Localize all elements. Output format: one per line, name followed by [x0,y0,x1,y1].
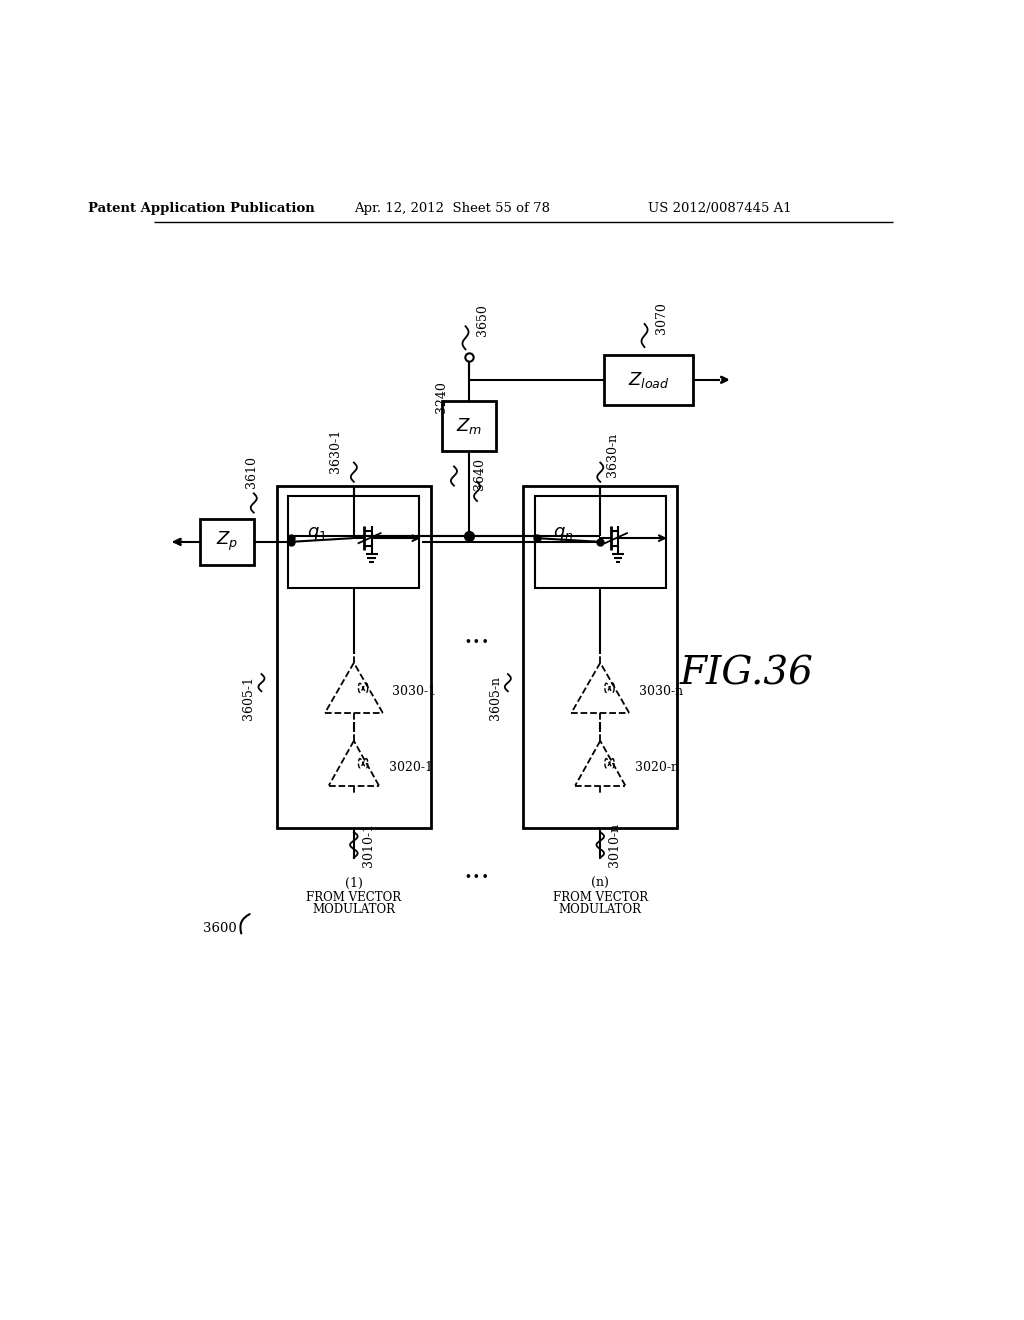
Text: FROM VECTOR: FROM VECTOR [553,891,648,904]
Text: FIG.36: FIG.36 [680,656,813,693]
Text: $q_1$: $q_1$ [307,525,328,544]
Text: $Z_m$: $Z_m$ [457,416,482,436]
Text: MODULATOR: MODULATOR [559,903,642,916]
Text: 3020-1: 3020-1 [388,760,432,774]
Text: (1): (1) [345,878,362,890]
Text: US 2012/0087445 A1: US 2012/0087445 A1 [648,202,792,215]
Text: ···: ··· [464,630,490,657]
Bar [523,486,677,829]
Text: 3010-n: 3010-n [608,824,621,867]
Text: 3640: 3640 [473,458,486,490]
Bar [442,401,497,451]
Bar [289,496,419,589]
Text: 3070: 3070 [654,302,668,334]
Text: $Z_{load}$: $Z_{load}$ [628,370,670,389]
Text: 3630-1: 3630-1 [330,429,342,473]
Bar [604,355,692,405]
Text: 3240: 3240 [435,381,447,413]
Bar [535,496,666,589]
Text: 3650: 3650 [475,304,488,337]
Text: 3605-n: 3605-n [488,676,502,721]
Bar [276,486,431,829]
Text: 3610: 3610 [245,455,258,488]
Text: MODULATOR: MODULATOR [312,903,395,916]
Text: (n): (n) [591,878,609,890]
Text: $q_n$: $q_n$ [553,525,573,544]
Text: 3030-n: 3030-n [639,685,683,698]
Text: 3020-n: 3020-n [635,760,679,774]
Text: 3600: 3600 [203,921,237,935]
Text: 3030-1: 3030-1 [392,685,436,698]
Text: ···: ··· [464,865,490,892]
Text: 3630-n: 3630-n [606,433,620,477]
Bar [200,519,254,565]
Text: Apr. 12, 2012  Sheet 55 of 78: Apr. 12, 2012 Sheet 55 of 78 [354,202,551,215]
Text: FROM VECTOR: FROM VECTOR [306,891,401,904]
Text: 3010-1: 3010-1 [361,824,375,867]
Text: 3605-1: 3605-1 [243,676,255,721]
Text: Patent Application Publication: Patent Application Publication [88,202,314,215]
Text: $Z_p$: $Z_p$ [216,531,238,553]
